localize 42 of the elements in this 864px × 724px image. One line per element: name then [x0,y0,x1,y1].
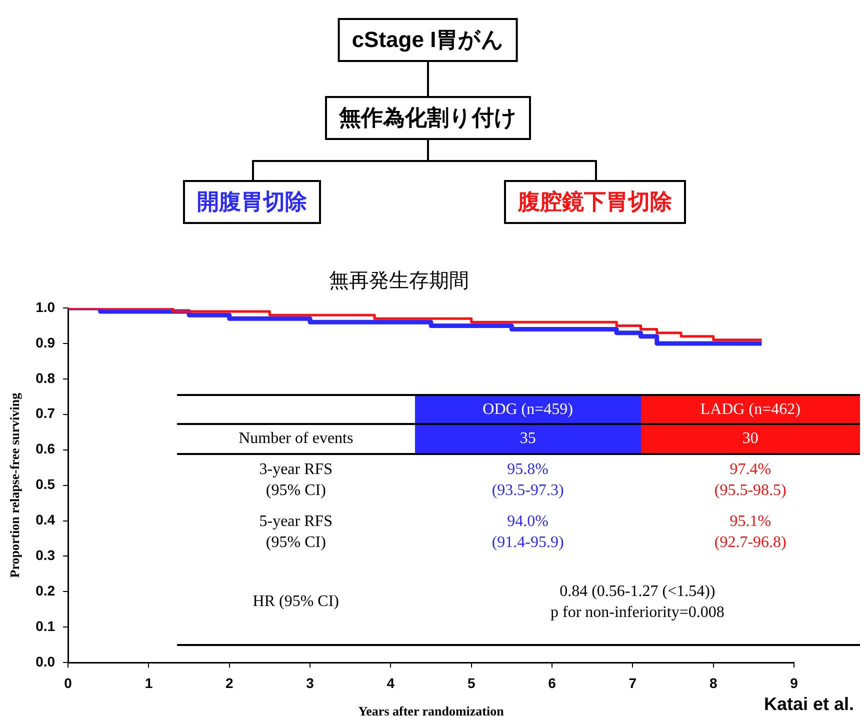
y-axis-title: Proportion relapse-free surviving [7,392,22,578]
y-tick-label: 0.8 [36,370,56,386]
chart-title: 無再発生存期間 [329,268,469,292]
text: cStage I胃がん [338,18,518,62]
x-tick-label: 2 [225,674,234,691]
shaded-table-cell: 35 [414,424,641,453]
x-tick-label: 9 [790,674,798,691]
annotation: 0.84 (0.56-1.27 (<1.54)) p for non-inferiority=0.008 [550,582,726,623]
annotation: 95.1% (92.7-96.8) [713,512,788,554]
text: 開腹胃切除 [183,180,321,224]
x-tick-label: 7 [628,674,637,691]
annotation: 3-year RFS (95% CI) [258,460,334,501]
y-tick-label: 0.7 [36,405,56,422]
y-tick-label: 0.9 [36,334,56,350]
annotation: Number of events [238,429,354,450]
y-tick-label: 0.4 [36,512,56,528]
x-tick-label: 4 [386,674,395,691]
y-tick-label: 0.3 [36,547,56,564]
x-tick-label: 8 [709,674,718,691]
annotation: 95.8% (93.5-97.3) [490,460,565,501]
y-tick-label: 0.5 [36,476,56,492]
x-tick-label: 5 [467,674,476,691]
x-tick-label: 1 [144,674,153,691]
text: 腹腔鏡下胃切除 [504,180,686,224]
y-tick-label: 0.1 [36,618,56,634]
shaded-table-cell: 30 [640,424,860,453]
x-tick-label: 3 [306,674,314,691]
annotation: 94.0% (91.4-95.9) [490,512,565,554]
y-tick-label: 0.2 [36,582,56,599]
x-axis-title: Years after randomization [358,704,505,719]
y-tick-label: 1.0 [36,298,56,315]
text: Katai et al. [764,694,854,715]
x-tick-label: 6 [548,674,556,691]
shaded-table-cell: LADG (n=462) [640,396,860,423]
x-tick-label: 0 [64,674,72,691]
shaded-table-cell: ODG (n=459) [414,396,641,423]
y-tick-label: 0.0 [36,653,56,670]
annotation: 97.4% (95.5-98.5) [713,460,788,501]
text: 無作為化割り付け [325,96,531,140]
annotation: HR (95% CI) [252,592,340,612]
y-tick-label: 0.6 [36,440,56,457]
annotation: 5-year RFS (95% CI) [258,512,334,554]
